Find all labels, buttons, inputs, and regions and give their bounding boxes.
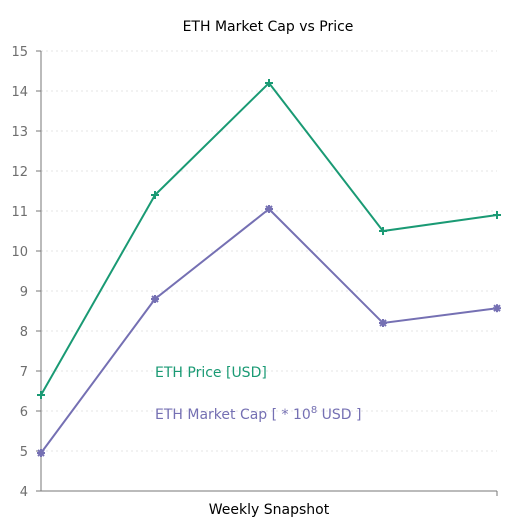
series-lines xyxy=(37,79,501,457)
data-point xyxy=(265,205,273,213)
marker-stroke xyxy=(265,205,273,213)
data-point xyxy=(37,391,45,399)
marker-stroke xyxy=(37,449,45,457)
grid xyxy=(41,50,497,452)
y-tick-label: 12 xyxy=(11,165,28,180)
marker-stroke xyxy=(493,304,501,312)
data-point xyxy=(379,227,387,235)
y-tick-label: 6 xyxy=(20,405,28,420)
data-point xyxy=(265,79,273,87)
data-point xyxy=(151,191,159,199)
marker-stroke xyxy=(379,319,387,327)
y-tick-label: 9 xyxy=(20,285,28,300)
y-tick-label: 8 xyxy=(20,325,28,340)
data-point xyxy=(37,449,45,457)
legend-item-marketcap: ETH Market Cap [ * 108 USD ] xyxy=(155,405,361,423)
legend-item-marketcap-sup: 8 xyxy=(311,405,317,416)
y-tick-label: 4 xyxy=(20,485,28,500)
data-point xyxy=(379,319,387,327)
marker-stroke xyxy=(151,295,159,303)
legend: ETH Price [USD] ETH Market Cap [ * 108 U… xyxy=(155,365,361,423)
y-tick-label: 10 xyxy=(11,245,28,260)
legend-item-marketcap-suffix: USD ] xyxy=(317,407,361,423)
y-tick-label: 15 xyxy=(11,45,28,60)
data-point xyxy=(493,304,501,313)
y-tick-labels: 4 5 6 7 8 9 10 11 12 13 14 15 xyxy=(11,45,41,500)
y-tick-label: 7 xyxy=(20,365,28,380)
chart-title: ETH Market Cap vs Price xyxy=(183,19,354,35)
series-line-0 xyxy=(40,81,498,396)
axes xyxy=(40,51,498,496)
y-tick-label: 5 xyxy=(20,445,28,460)
y-tick-label: 13 xyxy=(11,125,28,140)
legend-item-price: ETH Price [USD] xyxy=(155,365,267,381)
data-point xyxy=(151,295,159,303)
y-tick-label: 11 xyxy=(11,205,28,220)
data-point xyxy=(493,211,501,219)
legend-item-marketcap-text: ETH Market Cap [ * 10 xyxy=(155,407,311,423)
x-axis-label: Weekly Snapshot xyxy=(209,502,330,518)
y-tick-label: 14 xyxy=(11,85,28,100)
